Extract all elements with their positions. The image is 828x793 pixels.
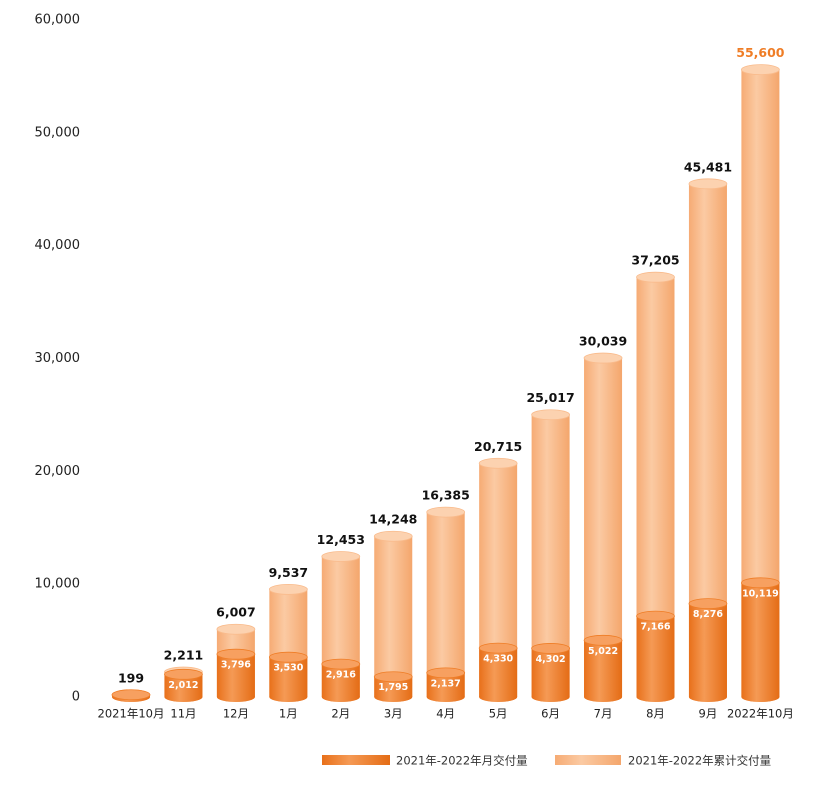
bar bbox=[164, 674, 203, 697]
bar-base bbox=[636, 692, 675, 702]
bar-cap bbox=[321, 658, 361, 670]
monthly-label: 7,166 bbox=[640, 622, 670, 633]
x-tick-label: 6月 bbox=[541, 707, 560, 721]
monthly-label: 1,795 bbox=[378, 682, 408, 693]
x-tick-label: 7月 bbox=[594, 707, 613, 721]
bar-base bbox=[216, 692, 255, 702]
monthly-label: 10,119 bbox=[742, 588, 779, 599]
bar bbox=[321, 664, 360, 697]
legend-swatch bbox=[555, 755, 621, 765]
bar bbox=[269, 657, 308, 697]
bar-cap bbox=[478, 642, 518, 654]
monthly-label: 8,276 bbox=[693, 609, 723, 620]
bar bbox=[216, 654, 255, 697]
bar-cap bbox=[583, 352, 623, 364]
bar bbox=[374, 676, 413, 697]
bar-cap bbox=[531, 409, 570, 421]
y-tick-label: 30,000 bbox=[35, 351, 81, 366]
monthly-label: 3,796 bbox=[221, 660, 251, 671]
bar-base bbox=[584, 692, 623, 702]
x-tick-label: 9月 bbox=[699, 707, 718, 721]
bar-cap bbox=[268, 651, 308, 663]
total-label: 2,211 bbox=[164, 648, 204, 663]
bar-base bbox=[374, 692, 413, 702]
bar-cap bbox=[426, 506, 466, 518]
bar bbox=[374, 536, 413, 697]
x-tick-label: 3月 bbox=[384, 707, 403, 721]
x-tick-label: 8月 bbox=[646, 707, 665, 721]
bar-base bbox=[426, 692, 465, 702]
bar-base bbox=[531, 692, 570, 702]
monthly-label: 3,530 bbox=[273, 663, 303, 674]
total-label: 45,481 bbox=[684, 159, 732, 174]
bar-cap bbox=[531, 643, 570, 654]
bar-base bbox=[688, 692, 727, 702]
bar-cap bbox=[111, 689, 151, 701]
total-label: 16,385 bbox=[422, 488, 470, 503]
x-tick-label: 2021年10月 bbox=[98, 707, 165, 721]
bar bbox=[479, 648, 518, 697]
total-label: 6,007 bbox=[216, 605, 256, 620]
bar-cap bbox=[164, 668, 203, 680]
x-tick-label: 2月 bbox=[331, 707, 350, 721]
monthly-label: 2,916 bbox=[326, 670, 356, 681]
total-label: 55,600 bbox=[736, 45, 785, 60]
monthly-label: 4,302 bbox=[536, 654, 566, 665]
total-label: 14,248 bbox=[369, 512, 417, 527]
bar-cap bbox=[741, 64, 780, 76]
y-tick-label: 50,000 bbox=[35, 125, 81, 140]
total-label: 199 bbox=[118, 670, 144, 685]
bar-cap bbox=[688, 178, 728, 190]
y-tick-label: 0 bbox=[72, 690, 80, 705]
bar-base bbox=[479, 692, 518, 702]
total-label: 9,537 bbox=[269, 565, 309, 580]
bar-base bbox=[269, 692, 308, 702]
bar-cap bbox=[688, 598, 728, 610]
bar-cap bbox=[741, 577, 780, 589]
total-label: 12,453 bbox=[317, 532, 365, 547]
monthly-label: 2,137 bbox=[431, 678, 461, 689]
x-tick-label: 11月 bbox=[170, 707, 196, 721]
y-tick-label: 40,000 bbox=[35, 238, 81, 253]
x-tick-label: 12月 bbox=[223, 707, 249, 721]
bar bbox=[531, 648, 570, 697]
bar-base bbox=[321, 692, 360, 702]
bar-cap bbox=[216, 648, 256, 660]
total-label: 20,715 bbox=[474, 439, 522, 454]
bar-cap bbox=[636, 610, 675, 622]
bar-cap bbox=[373, 530, 413, 542]
monthly-label: 4,330 bbox=[483, 654, 513, 665]
monthly-label: 2,012 bbox=[168, 680, 198, 691]
x-tick-label: 5月 bbox=[489, 707, 508, 721]
bar bbox=[426, 512, 465, 697]
bar-base bbox=[164, 692, 203, 702]
bar-cap bbox=[216, 623, 256, 635]
total-label: 30,039 bbox=[579, 334, 627, 349]
legend-label: 2021年-2022年月交付量 bbox=[396, 754, 528, 768]
x-tick-label: 4月 bbox=[436, 707, 455, 721]
bar-cap bbox=[583, 634, 623, 646]
y-tick-label: 60,000 bbox=[35, 13, 81, 28]
bar-cap bbox=[426, 667, 466, 679]
bar bbox=[688, 603, 727, 697]
bar bbox=[584, 640, 623, 697]
x-tick-label: 2022年10月 bbox=[727, 707, 794, 721]
y-tick-label: 20,000 bbox=[35, 464, 81, 479]
y-tick-label: 10,000 bbox=[35, 577, 81, 592]
total-label: 37,205 bbox=[631, 253, 679, 268]
bar-cap bbox=[478, 457, 518, 469]
legend-swatch bbox=[322, 755, 390, 765]
legend-label: 2021年-2022年累计交付量 bbox=[628, 754, 771, 768]
x-tick-label: 1月 bbox=[279, 707, 298, 721]
bar bbox=[741, 582, 780, 697]
bar-cap bbox=[268, 583, 308, 595]
bar-cap bbox=[636, 271, 675, 283]
bar-cap bbox=[373, 671, 413, 683]
bar-cap bbox=[321, 551, 361, 562]
monthly-label: 5,022 bbox=[588, 646, 618, 657]
bar bbox=[636, 616, 675, 697]
total-label: 25,017 bbox=[526, 390, 574, 405]
bar-base bbox=[741, 692, 780, 702]
